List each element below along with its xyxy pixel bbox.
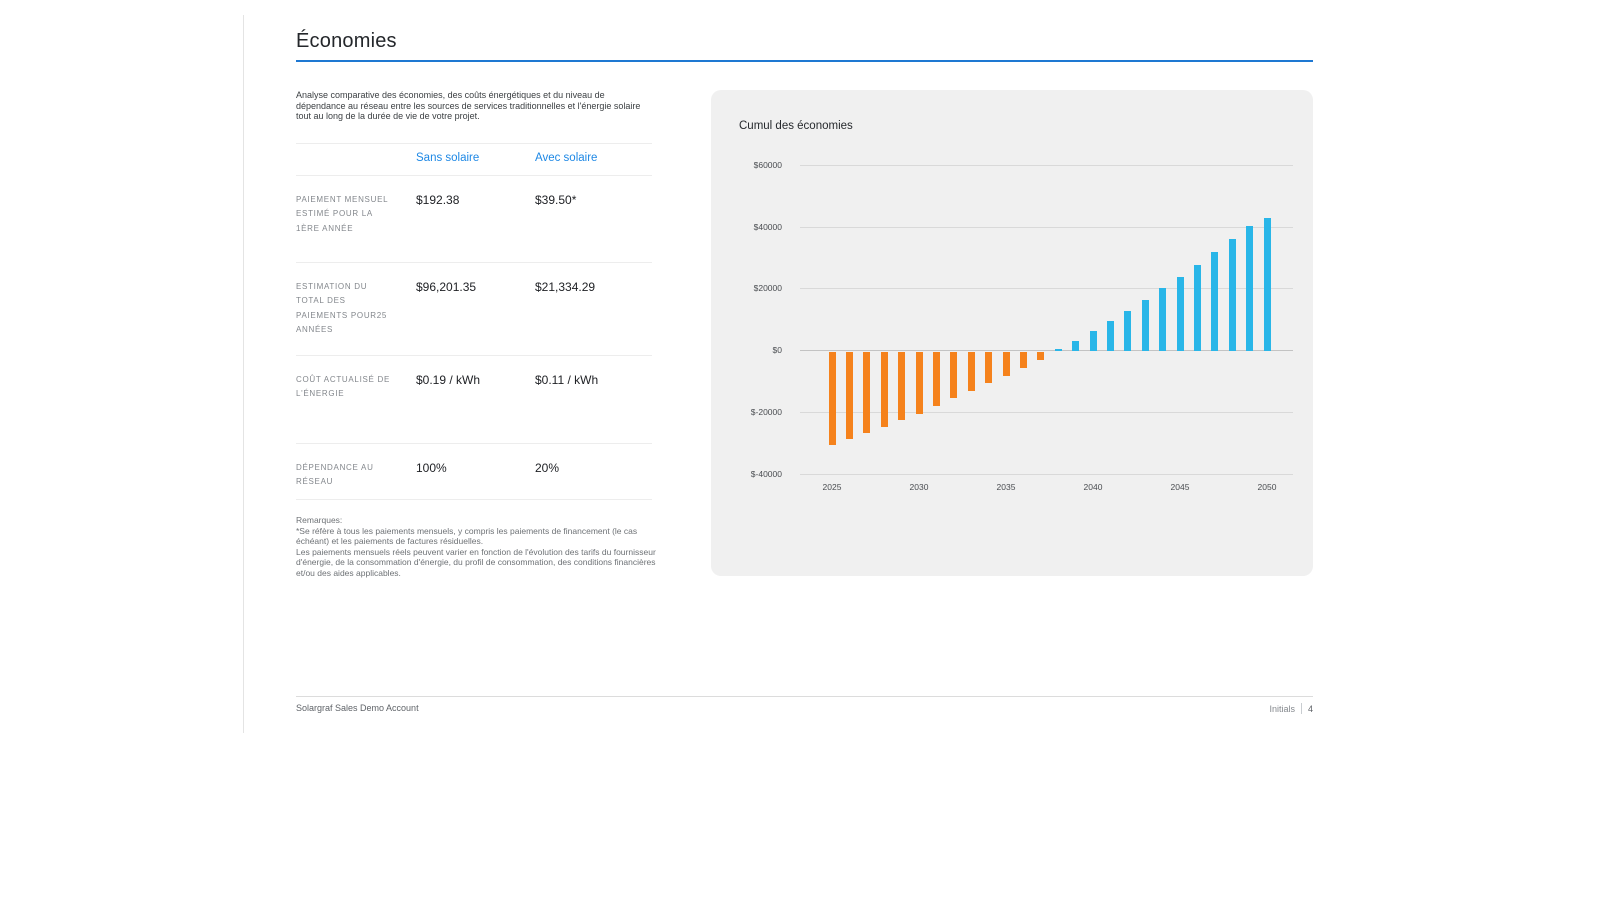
y-axis-tick-label: $40000 xyxy=(753,221,782,232)
x-axis-tick-label: 2040 xyxy=(1083,482,1103,492)
x-axis-tick-label: 2050 xyxy=(1257,482,1277,492)
x-axis-tick-label: 2030 xyxy=(909,482,929,492)
y-axis-tick-label: $-40000 xyxy=(750,468,782,479)
footer-divider xyxy=(296,696,1313,697)
bar-2025 xyxy=(828,352,836,445)
value-avec-solaire: $21,334.29 xyxy=(535,280,596,294)
table-row: COÛT ACTUALISÉ DE L'ÉNERGIE $0.19 / kWh $0… xyxy=(296,355,652,443)
page-footer: Solargraf Sales Demo Account Initials 4 xyxy=(296,703,1313,714)
bar-2049 xyxy=(1246,225,1254,351)
value-sans-solaire: $96,201.35 xyxy=(416,280,477,294)
note-line-2: Les paiements mensuels réels peuvent var… xyxy=(296,546,656,578)
value-avec-solaire: $39.50* xyxy=(535,193,577,207)
bar-2044 xyxy=(1159,288,1167,351)
row-label-text: DÉPENDANCE AU RÉSEAU xyxy=(296,463,374,487)
column-header-avec-solaire: Avec solaire xyxy=(535,152,598,164)
gridline-zero xyxy=(800,350,1293,352)
bar-2028 xyxy=(880,352,888,427)
row-label: DÉPENDANCE AU RÉSEAU xyxy=(296,444,416,499)
page-description: Analyse comparative des économies, des c… xyxy=(296,90,641,121)
chart-title: Cumul des économies xyxy=(739,120,853,132)
footer-separator xyxy=(1300,703,1302,714)
cumulative-savings-chart: $60000 $40000 $20000 $0 $-20000 $-40000 2025 20… xyxy=(711,90,1313,576)
page-title: Économies xyxy=(296,30,397,52)
footer-account-name: Solargraf Sales Demo Account xyxy=(296,703,419,713)
notes-heading: Remarques: xyxy=(296,515,343,525)
bar-2038 xyxy=(1054,349,1062,351)
gridline xyxy=(800,226,1293,228)
footer-right: Initials 4 xyxy=(1269,703,1313,714)
y-axis-tick-label: $-20000 xyxy=(750,406,782,417)
value-avec-solaire: $0.11 / kWh xyxy=(535,373,599,387)
y-axis-tick-label: $0 xyxy=(772,345,782,356)
table-header-row: Sans solaire Avec solaire xyxy=(296,143,652,175)
gridline xyxy=(800,165,1293,166)
bar-2026 xyxy=(845,352,853,439)
bar-2033 xyxy=(967,352,975,391)
row-label: PAIEMENT MENSUEL ESTIMÉ POUR LA 1ÈRE ANN… xyxy=(296,176,416,262)
x-axis-tick-label: 2025 xyxy=(822,482,842,492)
row-label-text: PAIEMENT MENSUEL ESTIMÉ POUR LA 1ÈRE ANN… xyxy=(296,195,388,233)
bar-2035 xyxy=(1002,352,1010,376)
bar-2048 xyxy=(1228,239,1236,351)
notes-block: Remarques: *Se réfère à tous les paiemen… xyxy=(296,515,656,579)
table-body: PAIEMENT MENSUEL ESTIMÉ POUR LA 1ÈRE ANN… xyxy=(296,175,652,500)
footer-initials-label: Initials xyxy=(1269,703,1295,714)
row-label-text: COÛT ACTUALISÉ DE L'ÉNERGIE xyxy=(296,375,390,399)
page-left-border xyxy=(243,15,244,733)
bar-2043 xyxy=(1141,300,1149,351)
bar-2041 xyxy=(1106,321,1114,351)
column-header-sans-solaire: Sans solaire xyxy=(416,152,480,164)
comparison-table: Sans solaire Avec solaire PAIEMENT MENSU… xyxy=(296,143,652,500)
title-underline xyxy=(296,60,1313,62)
bar-2031 xyxy=(932,352,940,406)
savings-chart-panel: Cumul des économies $60000 $40000 $20000 $0… xyxy=(711,90,1313,576)
bar-2030 xyxy=(915,352,923,414)
table-row: ESTIMATION DU TOTAL DES PAIEMENTS POUR25… xyxy=(296,262,652,355)
value-sans-solaire: 100% xyxy=(416,461,447,475)
bar-2046 xyxy=(1193,265,1201,351)
note-line-1: *Se réfère à tous les paiements mensuels… xyxy=(296,525,638,547)
bar-2029 xyxy=(898,352,906,421)
value-avec-solaire: 20% xyxy=(535,461,560,475)
y-axis-tick-label: $20000 xyxy=(753,283,782,294)
row-label: ESTIMATION DU TOTAL DES PAIEMENTS POUR25… xyxy=(296,263,416,355)
footer-page-number: 4 xyxy=(1307,703,1313,714)
row-label-text: ESTIMATION DU TOTAL DES PAIEMENTS POUR25… xyxy=(296,282,388,334)
table-row: DÉPENDANCE AU RÉSEAU 100% 20% xyxy=(296,443,652,500)
x-axis-tick-label: 2045 xyxy=(1170,482,1190,492)
bar-2042 xyxy=(1124,310,1132,351)
bar-2050 xyxy=(1263,218,1271,351)
value-sans-solaire: $0.19 / kWh xyxy=(416,373,481,387)
bar-2039 xyxy=(1072,340,1080,351)
y-axis-tick-label: $60000 xyxy=(753,160,782,170)
row-label: COÛT ACTUALISÉ DE L'ÉNERGIE xyxy=(296,356,416,443)
bar-2040 xyxy=(1089,331,1097,351)
gridline xyxy=(800,288,1293,290)
value-sans-solaire: $192.38 xyxy=(416,193,460,207)
table-row: PAIEMENT MENSUEL ESTIMÉ POUR LA 1ÈRE ANN… xyxy=(296,175,652,262)
gridline xyxy=(800,473,1293,475)
bar-2036 xyxy=(1019,352,1027,369)
bar-2027 xyxy=(863,352,871,433)
bar-2047 xyxy=(1211,251,1219,351)
bar-2037 xyxy=(1037,352,1045,361)
bar-2032 xyxy=(950,352,958,398)
x-axis-tick-label: 2035 xyxy=(996,482,1016,492)
bar-2045 xyxy=(1176,276,1184,351)
gridline xyxy=(800,411,1293,413)
table-header-spacer xyxy=(296,152,416,175)
report-page: Économies Analyse comparative des économ… xyxy=(296,0,1313,733)
bar-2034 xyxy=(985,352,993,383)
